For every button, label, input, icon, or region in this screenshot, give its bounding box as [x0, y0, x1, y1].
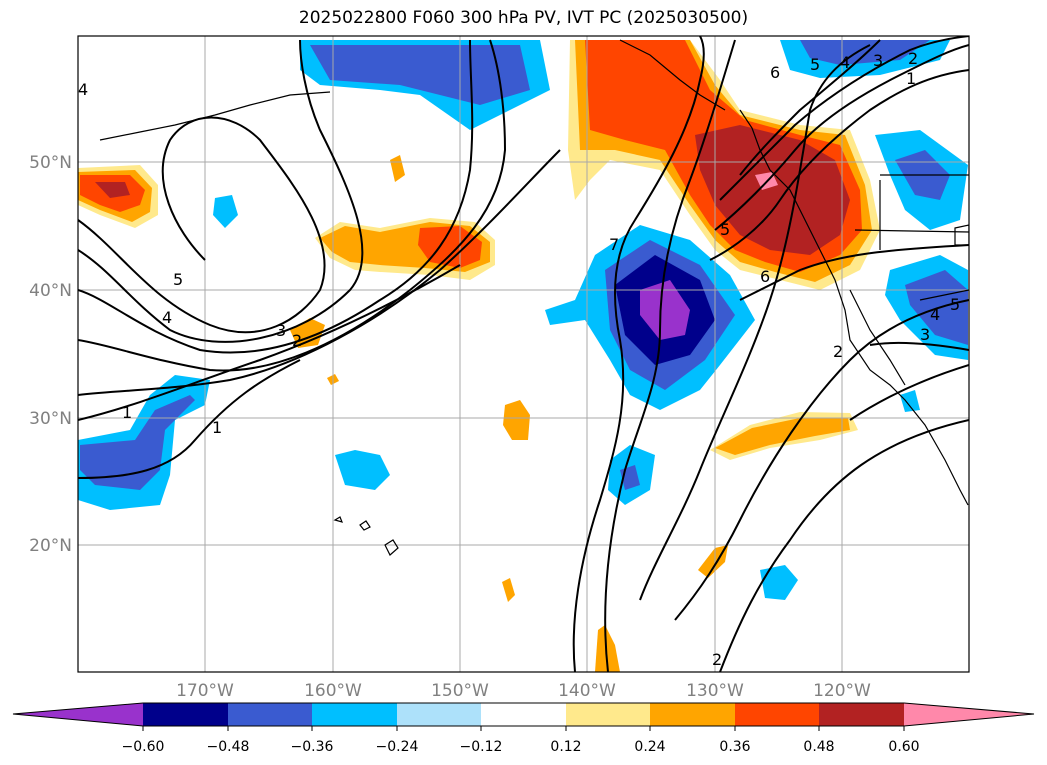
- contour-label: 1: [122, 403, 132, 422]
- contour-label: 5: [173, 270, 183, 289]
- colorbar-tick-label: 0.60: [888, 739, 919, 755]
- contour-label: 6: [760, 267, 770, 286]
- contour-label: 5: [950, 295, 960, 314]
- contour-label: 2: [833, 342, 843, 361]
- lon-label: 140°W: [558, 681, 616, 701]
- contour-labels: 1 2 3 4 5 1 7 1 2 3 4 5 6 5 6 2 2 3 4 5 …: [78, 49, 960, 669]
- contour-label: 3: [873, 51, 883, 70]
- lat-label: 50°N: [29, 153, 72, 173]
- colorbar-segment: [904, 703, 1034, 726]
- contour-label: 4: [930, 305, 940, 324]
- latitude-labels: 50°N 40°N 30°N 20°N: [29, 153, 72, 556]
- contour-label: 2: [712, 650, 722, 669]
- colorbar-tick-label: 0.48: [803, 739, 834, 755]
- colorbar-ticks: −0.60 −0.48 −0.36 −0.24 −0.12 0.12 0.24 …: [122, 726, 920, 755]
- map-border: [77, 35, 970, 673]
- lat-label: 40°N: [29, 281, 72, 301]
- contour-label: 5: [720, 220, 730, 239]
- colorbar-segment: [397, 703, 481, 726]
- colorbar-segment: [566, 703, 650, 726]
- contour-label: 1: [212, 418, 222, 437]
- colorbar: [12, 702, 1035, 727]
- contour-label: 3: [920, 325, 930, 344]
- contour-label: 7: [609, 235, 619, 254]
- lon-label: 150°W: [431, 681, 489, 701]
- coastlines: [99, 39, 969, 556]
- contour-label: 3: [276, 321, 286, 340]
- colorbar-segment: [481, 703, 566, 726]
- colorbar-tick-label: 0.12: [550, 739, 581, 755]
- colorbar-segment: [228, 703, 312, 726]
- colorbar-tick-label: 0.36: [719, 739, 750, 755]
- colorbar-tick-label: −0.60: [122, 739, 165, 755]
- contour-label: 1: [906, 69, 916, 88]
- colorbar-segment: [735, 703, 819, 726]
- contour-label: 4: [162, 308, 172, 327]
- contour-label: 2: [292, 331, 302, 350]
- map-title: 2025022800 F060 300 hPa PV, IVT PC (2025…: [298, 8, 749, 28]
- colorbar-segment: [312, 703, 397, 726]
- colorbar-segment: [13, 703, 143, 726]
- colorbar-segment: [650, 703, 735, 726]
- colorbar-tick-label: −0.36: [291, 739, 334, 755]
- contour-label: 2: [908, 49, 918, 68]
- ivt-contours: [78, 36, 969, 672]
- map-panel: 1 2 3 4 5 1 7 1 2 3 4 5 6 5 6 2 2 3 4 5 …: [78, 36, 969, 672]
- lon-label: 160°W: [304, 681, 362, 701]
- contour-label: 5: [810, 55, 820, 74]
- lon-label: 130°W: [686, 681, 744, 701]
- lon-label: 170°W: [176, 681, 234, 701]
- lon-label: 120°W: [813, 681, 871, 701]
- colorbar-tick-label: 0.24: [634, 739, 665, 755]
- colorbar-segment: [143, 703, 228, 726]
- colorbar-tick-label: −0.12: [460, 739, 503, 755]
- longitude-labels: 170°W 160°W 150°W 140°W 130°W 120°W: [176, 681, 871, 701]
- colorbar-tick-label: −0.48: [207, 739, 250, 755]
- colorbar-segment: [819, 703, 904, 726]
- colorbar-tick-label: −0.24: [376, 739, 419, 755]
- contour-label: 4: [840, 53, 850, 72]
- contour-label: 6: [770, 63, 780, 82]
- contour-label: 4: [78, 80, 88, 99]
- lat-label: 20°N: [29, 536, 72, 556]
- lat-label: 30°N: [29, 409, 72, 429]
